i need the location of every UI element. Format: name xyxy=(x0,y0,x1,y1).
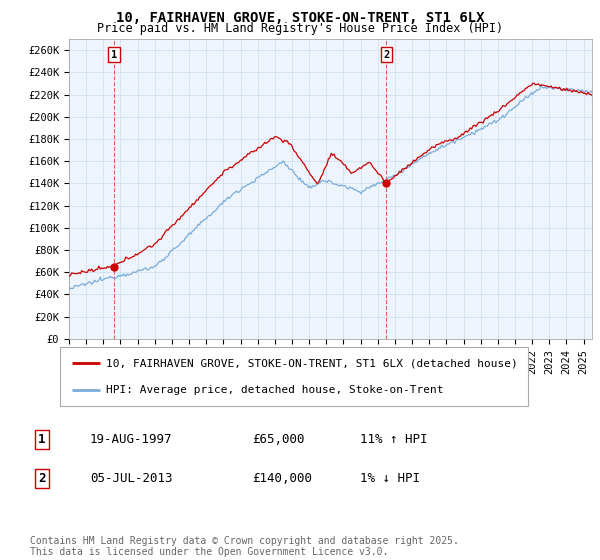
Text: £65,000: £65,000 xyxy=(252,433,305,446)
Text: 1: 1 xyxy=(111,50,117,60)
Text: 19-AUG-1997: 19-AUG-1997 xyxy=(90,433,173,446)
Text: £140,000: £140,000 xyxy=(252,472,312,486)
Text: 05-JUL-2013: 05-JUL-2013 xyxy=(90,472,173,486)
Text: 2: 2 xyxy=(38,472,46,486)
Text: 2: 2 xyxy=(383,50,389,60)
Text: Price paid vs. HM Land Registry's House Price Index (HPI): Price paid vs. HM Land Registry's House … xyxy=(97,22,503,35)
Text: 10, FAIRHAVEN GROVE, STOKE-ON-TRENT, ST1 6LX: 10, FAIRHAVEN GROVE, STOKE-ON-TRENT, ST1… xyxy=(116,11,484,25)
Text: HPI: Average price, detached house, Stoke-on-Trent: HPI: Average price, detached house, Stok… xyxy=(106,385,443,395)
Text: Contains HM Land Registry data © Crown copyright and database right 2025.
This d: Contains HM Land Registry data © Crown c… xyxy=(30,535,459,557)
Text: 1: 1 xyxy=(38,433,46,446)
Text: 10, FAIRHAVEN GROVE, STOKE-ON-TRENT, ST1 6LX (detached house): 10, FAIRHAVEN GROVE, STOKE-ON-TRENT, ST1… xyxy=(106,358,518,368)
Text: 11% ↑ HPI: 11% ↑ HPI xyxy=(360,433,427,446)
FancyBboxPatch shape xyxy=(60,347,528,406)
Text: 1% ↓ HPI: 1% ↓ HPI xyxy=(360,472,420,486)
